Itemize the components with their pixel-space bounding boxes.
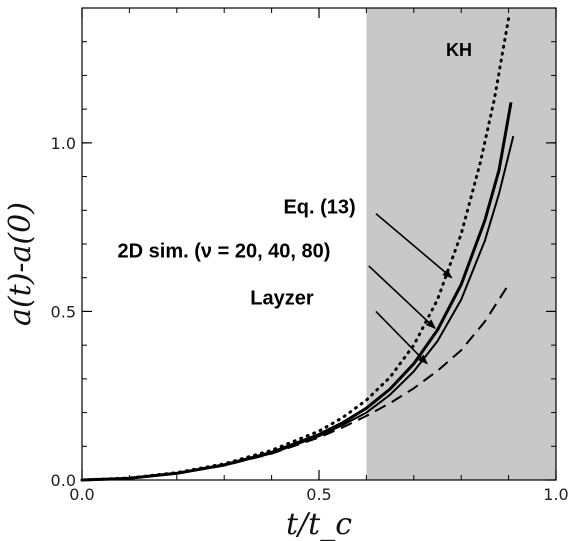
- y-tick-label: 0.0: [51, 471, 76, 490]
- annotation-label: Layzer: [250, 288, 314, 310]
- y-tick-label: 1.0: [51, 134, 76, 153]
- annotation-label: Eq. (13): [283, 197, 355, 219]
- y-tick-label: 0.5: [51, 302, 76, 321]
- kh-shaded-region: [366, 8, 556, 480]
- x-tick-label: 1.0: [543, 485, 568, 504]
- y-axis-label: a(t)-a(0): [3, 202, 38, 326]
- x-tick-label: 0.5: [306, 485, 331, 504]
- annotation-label: 2D sim. (ν = 20, 40, 80): [118, 240, 331, 262]
- x-axis-label: t/t_c: [286, 507, 352, 541]
- kh-region-label: KH: [446, 40, 472, 60]
